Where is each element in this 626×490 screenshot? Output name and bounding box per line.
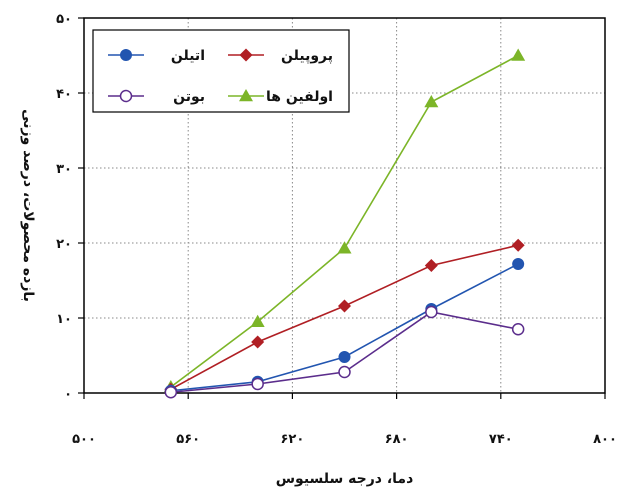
data-point: [338, 351, 351, 363]
legend-entry: اولفین ها: [228, 89, 333, 105]
legend-marker: [120, 49, 132, 61]
data-point: [511, 323, 525, 336]
legend-marker: [119, 89, 133, 103]
x-tick-label: ۶۸۰: [385, 432, 409, 447]
x-tick-label: ۸۰۰: [593, 432, 617, 447]
series: [163, 48, 526, 399]
axis-ticks: ۵۰۰ ۵۶۰ ۶۲۰ ۶۸۰ ۷۴۰ ۸۰۰ ۰ ۱۰ ۲۰ ۳۰ ۴۰ ۵۰: [56, 12, 617, 447]
plot-area: [83, 17, 606, 394]
data-point: [424, 259, 438, 272]
legend-label: بوتن: [173, 89, 205, 105]
legend-entry: اتیلن: [108, 48, 205, 64]
y-tick-label: ۱۰: [56, 312, 72, 327]
x-tick-label: ۷۴۰: [489, 432, 513, 447]
legend-entry: بوتن: [108, 89, 205, 105]
legend-label: اتیلن: [171, 48, 205, 64]
data-point: [251, 377, 264, 391]
x-tick-label: ۵۰۰: [72, 432, 96, 447]
y-tick-label: ۴۰: [56, 87, 72, 102]
legend-entry: پروپیلن: [228, 48, 333, 64]
x-axis-title: دما، درجه سلسیوس: [276, 471, 414, 487]
y-tick-label: ۳۰: [56, 162, 72, 177]
data-point: [251, 335, 265, 349]
legend-box: [92, 29, 350, 113]
data-point: [250, 314, 265, 327]
y-axis-title: بازده محصولات، درصد وزنی: [20, 109, 36, 302]
data-point: [164, 386, 178, 399]
x-tick-label: ۵۶۰: [176, 432, 200, 447]
legend-label: اولفین ها: [266, 89, 333, 105]
legend-marker: [239, 89, 253, 102]
y-tick-label: ۵۰: [56, 12, 72, 27]
legend: اتیلن پروپیلن بوتن اولفین ها: [92, 29, 350, 113]
data-point: [337, 241, 352, 254]
y-tick-label: ۰: [64, 387, 72, 402]
legend-marker: [239, 48, 253, 62]
data-point: [424, 95, 439, 108]
data-point: [511, 48, 526, 61]
y-tick-label: ۲۰: [56, 237, 72, 252]
data-point: [425, 305, 438, 319]
series-2: [164, 305, 525, 399]
data-point: [512, 258, 525, 270]
x-tick-label: ۶۲۰: [280, 432, 304, 447]
legend-label: پروپیلن: [281, 48, 333, 64]
data-point: [338, 365, 351, 379]
data-point: [338, 299, 351, 313]
data-point: [511, 238, 525, 252]
